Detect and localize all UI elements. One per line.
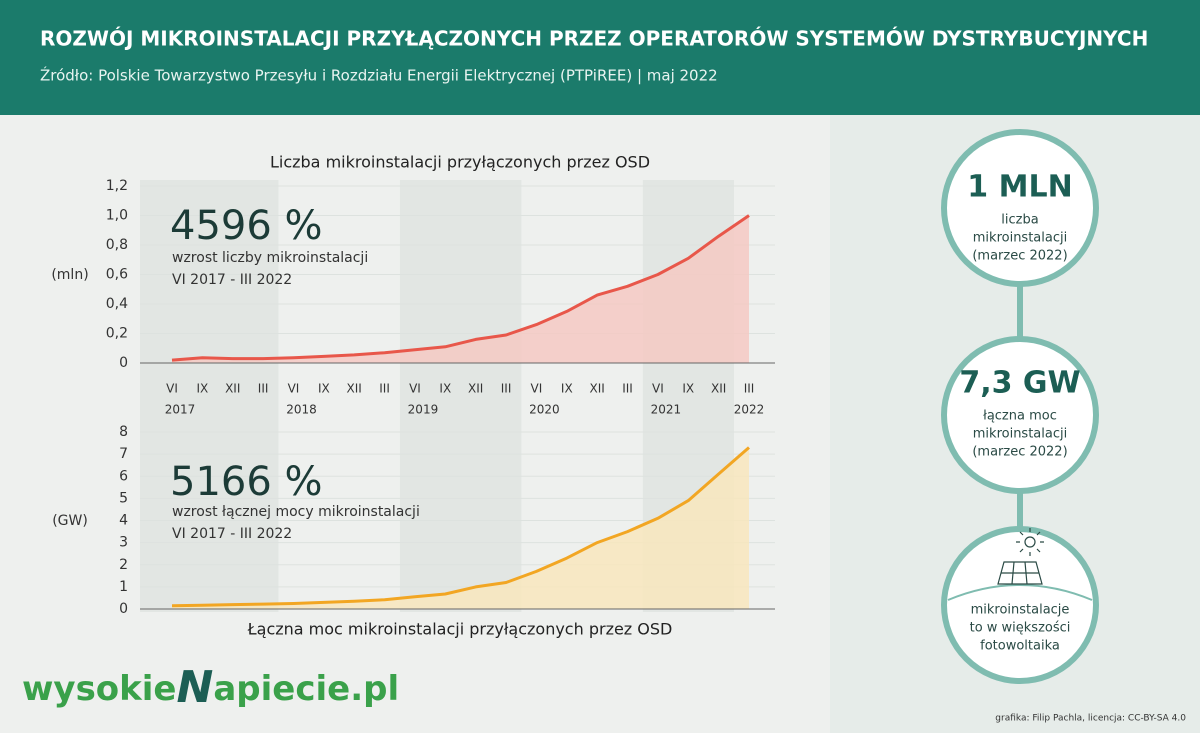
header-title: ROZWÓJ MIKROINSTALACJI PRZYŁĄCZONYCH PRZ…: [40, 27, 1148, 51]
x-tick-label: XII: [711, 382, 726, 396]
x-tick-label: XII: [225, 382, 240, 396]
chart-title: Liczba mikroinstalacji przyłączonych prz…: [270, 153, 650, 172]
y-tick-label: 1,2: [106, 178, 128, 194]
y-axis-label: (mln): [51, 267, 88, 283]
y-tick-label: 0: [119, 355, 128, 371]
x-tick-label: XII: [468, 382, 483, 396]
highlight-circle: [941, 129, 1099, 287]
logo-mark: N: [177, 662, 214, 713]
highlight-text: mikroinstalacje: [971, 603, 1070, 618]
annotation-period: VI 2017 - III 2022: [172, 272, 292, 288]
y-tick-label: 0: [119, 601, 128, 617]
highlight-text: łączna moc: [983, 409, 1057, 424]
x-tick-label: VI: [288, 382, 300, 396]
x-tick-label: IX: [439, 382, 451, 396]
line: [171, 446, 750, 608]
y-tick-label: 1: [119, 579, 128, 595]
header-source: Źródło: Polskie Towarzystwo Przesyłu i R…: [40, 66, 718, 85]
x-year-label: 2021: [651, 403, 682, 417]
x-year-label: 2018: [286, 403, 317, 417]
charts: 0 0,2 0,4 0,6 0,8 1,0 1,2 (mln) Liczba mikroinst…: [51, 153, 775, 639]
y-tick-label: 6: [119, 468, 128, 484]
x-tick-label: XII: [347, 382, 362, 396]
y-tick-label: 0,2: [106, 326, 128, 342]
year-band: [399, 180, 522, 612]
x-year-label: 2017: [165, 403, 196, 417]
highlight-text: mikroinstalacji: [973, 427, 1067, 442]
line: [171, 214, 750, 362]
y-axis-label: (GW): [52, 513, 88, 529]
x-tick-label: III: [622, 382, 633, 396]
year-band: [140, 180, 279, 612]
x-tick-label: III: [744, 382, 755, 396]
highlight-text: (marzec 2022): [972, 445, 1067, 460]
highlight-text: liczba: [1001, 213, 1038, 228]
highlight-text: fotowoltaika: [980, 639, 1060, 654]
x-tick-label: IX: [196, 382, 208, 396]
annotation-text: wzrost łącznej mocy mikroinstalacji: [172, 504, 420, 520]
x-tick-label: IX: [682, 382, 694, 396]
y-tick-label: 4: [119, 513, 128, 529]
x-tick-label: VI: [166, 382, 178, 396]
highlight-text: mikroinstalacji: [973, 231, 1067, 246]
annotation-headline: 5166 %: [170, 459, 323, 505]
highlight-text: to w większości: [970, 621, 1071, 636]
y-tick-label: 7: [119, 446, 128, 462]
x-tick-label: VI: [409, 382, 421, 396]
highlight-text: (marzec 2022): [972, 249, 1067, 264]
annotation-period: VI 2017 - III 2022: [172, 526, 292, 542]
logo: wysokieNapiecie.pl: [22, 662, 399, 713]
x-tick-label: IX: [318, 382, 330, 396]
x-tick-label: IX: [561, 382, 573, 396]
y-tick-label: 1,0: [106, 208, 128, 224]
sun-icon: [1016, 528, 1044, 556]
x-year-label: 2020: [529, 403, 560, 417]
header-bar: [0, 0, 1200, 115]
x-tick-label: III: [379, 382, 390, 396]
y-tick-label: 0,6: [106, 267, 128, 283]
area: [172, 447, 749, 609]
solar-panel-icon: [997, 561, 1043, 585]
x-year-label: 2022: [734, 403, 765, 417]
x-tick-label: III: [258, 382, 269, 396]
area: [172, 215, 749, 363]
chart-title: Łączna moc mikroinstalacji przyłączonych…: [247, 620, 673, 639]
x-tick-label: VI: [531, 382, 543, 396]
highlight-value: 1 MLN: [967, 170, 1072, 205]
logo-right: apiecie.pl: [213, 669, 399, 709]
y-tick-label: 8: [119, 424, 128, 440]
x-year-label: 2019: [408, 403, 439, 417]
y-tick-label: 2: [119, 557, 128, 573]
highlight-circle: [941, 336, 1099, 494]
annotation-headline: 4596 %: [170, 203, 323, 249]
x-tick-label: XII: [590, 382, 605, 396]
logo-left: wysokie: [22, 669, 177, 709]
credit: grafika: Filip Pachla, licencja: CC-BY-S…: [995, 714, 1186, 724]
x-tick-label: VI: [652, 382, 664, 396]
y-tick-label: 0,4: [106, 296, 128, 312]
x-tick-label: III: [501, 382, 512, 396]
y-tick-label: 5: [119, 490, 128, 506]
annotation-text: wzrost liczby mikroinstalacji: [172, 250, 368, 266]
horizon-icon: [947, 584, 1093, 601]
y-tick-label: 3: [119, 535, 128, 551]
highlight-value: 7,3 GW: [959, 366, 1080, 401]
y-tick-label: 0,8: [106, 237, 128, 253]
highlight-circle: [941, 526, 1099, 684]
